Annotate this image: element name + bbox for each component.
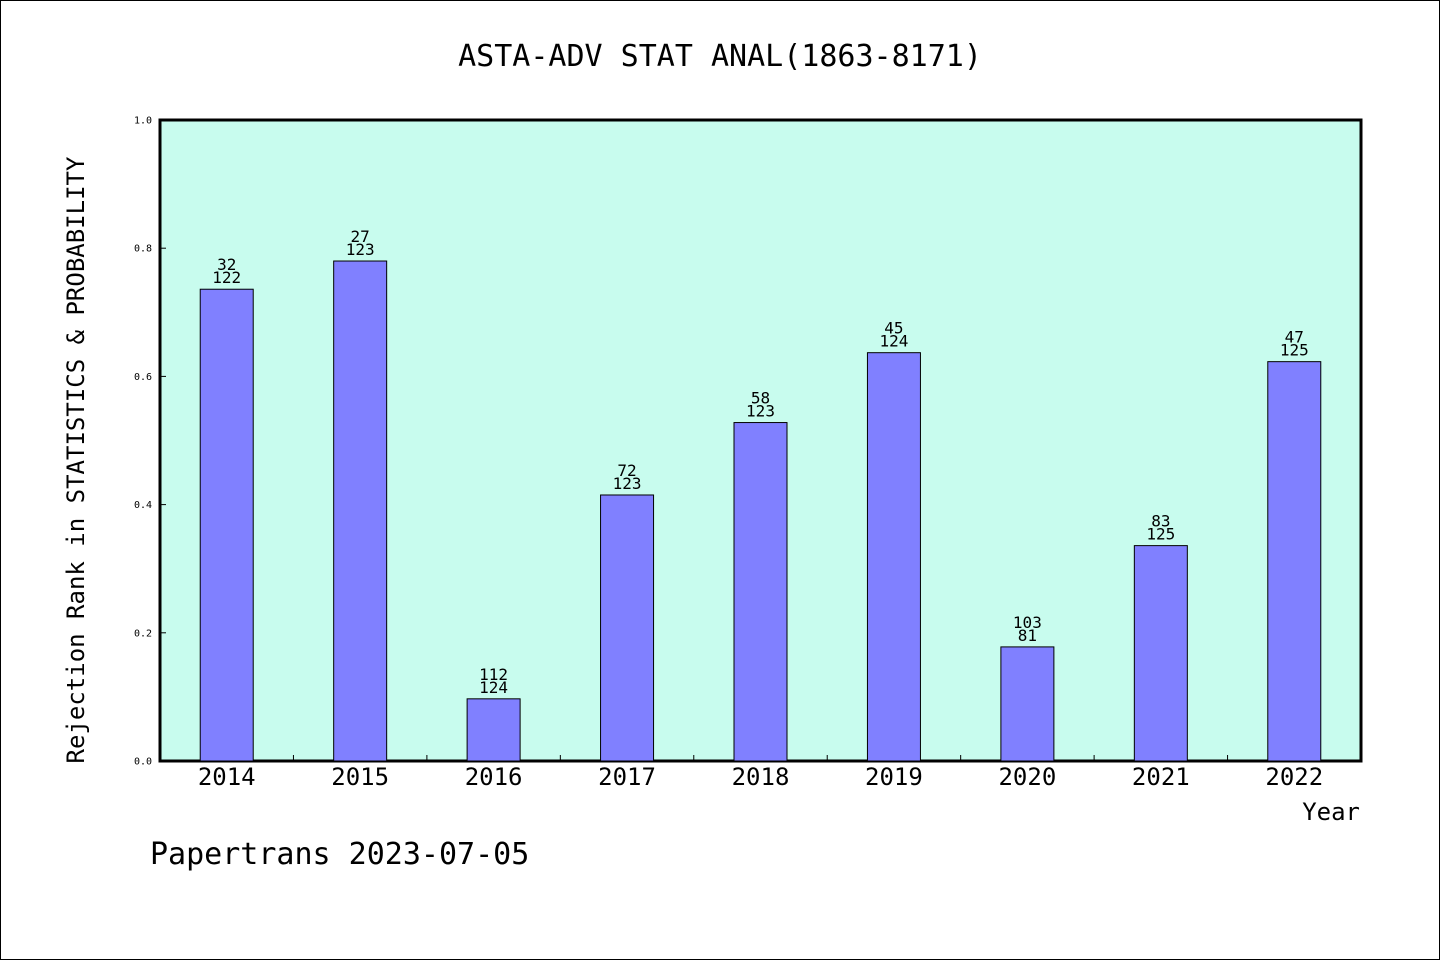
bar-2020: [1000, 646, 1055, 762]
y-tick-label: 0.4: [134, 500, 152, 511]
bar-2016: [466, 698, 521, 762]
bar-label-top: 47: [1285, 328, 1304, 347]
y-tick-label: 0.0: [134, 757, 152, 768]
bar-label-bottom: 125: [1280, 341, 1309, 360]
y-tick-label: 0.2: [134, 628, 152, 639]
x-tick-label: 2022: [1265, 763, 1323, 791]
bar-label-top: 58: [751, 389, 770, 408]
bar-2022: [1267, 361, 1322, 762]
bar-label-bottom: 124: [879, 332, 908, 351]
x-tick-label: 2020: [998, 763, 1056, 791]
bar-label-bottom: 125: [1146, 525, 1175, 544]
bar-2014: [199, 288, 254, 762]
bar-data-labels: 3212227123112124721235812345124103818312…: [212, 227, 1308, 697]
y-tick-label: 0.6: [134, 372, 152, 383]
bar-label-bottom: 124: [479, 678, 508, 697]
y-tick-label: 0.8: [134, 244, 152, 255]
x-tick-label: 2015: [331, 763, 389, 791]
bar-label-bottom: 123: [746, 402, 775, 421]
bar-2015: [333, 260, 388, 762]
y-axis-label: Rejection Rank in STATISTICS & PROBABILI…: [62, 156, 90, 763]
bar-label-top: 72: [617, 461, 636, 480]
chart-title: ASTA-ADV STAT ANAL(1863-8171): [458, 39, 982, 74]
footer-date-stamp: Papertrans 2023-07-05: [150, 837, 529, 872]
bar-label-top: 83: [1151, 512, 1170, 531]
x-axis-tick-marks: [292, 755, 1229, 761]
bar-label-top: 103: [1013, 613, 1042, 632]
bar-label-top: 45: [884, 319, 903, 338]
bar-2019: [866, 352, 921, 762]
bar-label-bottom: 123: [613, 474, 642, 493]
y-tick-label: 1.0: [134, 116, 152, 127]
bar-label-bottom: 122: [212, 268, 241, 287]
x-axis-label: Year: [1302, 798, 1360, 826]
bar-2018: [733, 422, 788, 762]
bar-label-bottom: 81: [1018, 626, 1037, 645]
bar-2021: [1133, 545, 1188, 762]
bar-label-bottom: 123: [346, 240, 375, 259]
x-tick-label: 2021: [1132, 763, 1190, 791]
bars: [199, 260, 1322, 762]
x-tick-label: 2018: [732, 763, 790, 791]
bar-label-top: 112: [479, 665, 508, 684]
x-tick-label: 2017: [598, 763, 656, 791]
bar-2017: [600, 494, 655, 762]
x-tick-label: 2014: [198, 763, 256, 791]
x-axis-tick-labels: 2014 2015 2016 2017 2018 2019 2020 2021 2022: [198, 763, 1323, 791]
x-tick-label: 2019: [865, 763, 923, 791]
bar-label-top: 32: [217, 255, 236, 274]
y-axis-ticks: 0.0 0.2 0.4 0.6 0.8 1.0: [134, 116, 166, 768]
bar-label-top: 27: [351, 227, 370, 246]
x-tick-label: 2016: [465, 763, 523, 791]
